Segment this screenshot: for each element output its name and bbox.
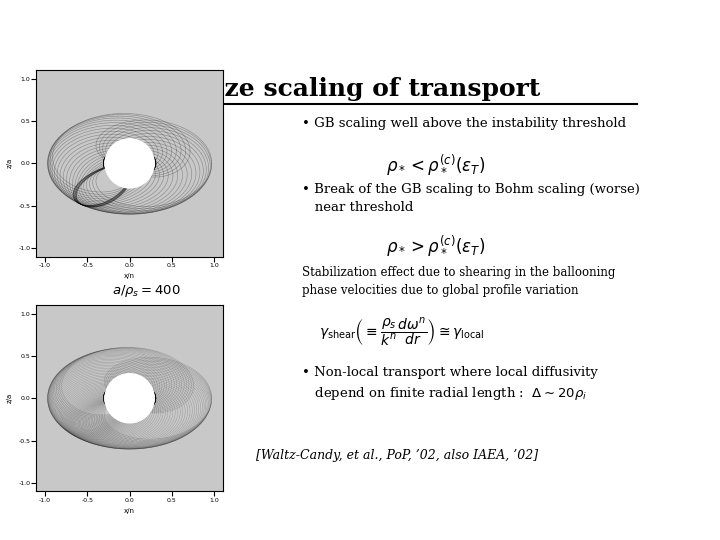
Text: $\rho_* > \rho_*^{(c)}(\varepsilon_T)$: $\rho_* > \rho_*^{(c)}(\varepsilon_T)$ bbox=[386, 233, 485, 258]
Text: $\rho_* < \rho_*^{(c)}(\varepsilon_T)$: $\rho_* < \rho_*^{(c)}(\varepsilon_T)$ bbox=[386, 152, 485, 177]
Text: • Non-local transport where local diffusivity
   depend on finite radial length : • Non-local transport where local diffus… bbox=[302, 366, 598, 402]
X-axis label: x/n: x/n bbox=[124, 508, 135, 514]
Text: $a/\rho_s = 133$: $a/\rho_s = 133$ bbox=[112, 104, 181, 120]
X-axis label: x/n: x/n bbox=[124, 273, 135, 279]
Text: • GB scaling well above the instability threshold: • GB scaling well above the instability … bbox=[302, 117, 626, 130]
Text: $\gamma_{\mathrm{shear}} \left( \equiv \dfrac{\rho_s}{k^n} \dfrac{d\omega^n}{dr}: $\gamma_{\mathrm{shear}} \left( \equiv \… bbox=[319, 316, 485, 348]
Text: $a/\rho_s = 400$: $a/\rho_s = 400$ bbox=[112, 283, 181, 299]
Text: • Break of the GB scaling to Bohm scaling (worse)
   near threshold: • Break of the GB scaling to Bohm scalin… bbox=[302, 183, 640, 214]
Text: [Waltz-Candy, et al., PoP, ’02, also IAEA, ’02]: [Waltz-Candy, et al., PoP, ’02, also IAE… bbox=[256, 449, 538, 462]
Y-axis label: z/a: z/a bbox=[6, 158, 13, 168]
Text: Size scaling of transport: Size scaling of transport bbox=[197, 77, 541, 102]
Text: Stabilization effect due to shearing in the ballooning
phase velocities due to g: Stabilization effect due to shearing in … bbox=[302, 266, 616, 298]
Circle shape bbox=[105, 139, 154, 188]
Y-axis label: z/a: z/a bbox=[6, 393, 13, 403]
Circle shape bbox=[105, 374, 154, 423]
